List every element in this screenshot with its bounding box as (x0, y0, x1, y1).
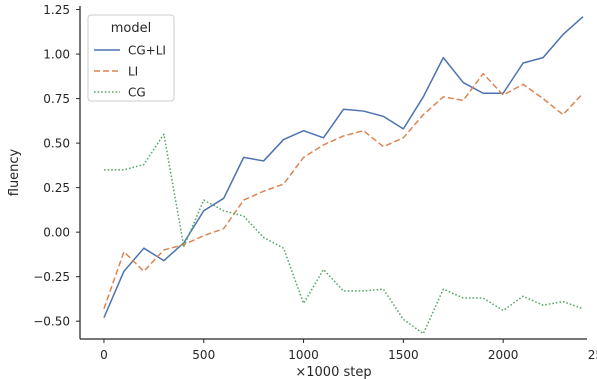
y-axis-label: fluency (7, 148, 22, 196)
series-line-li (103, 72, 584, 309)
series-line-cg-li (103, 16, 584, 318)
x-axis-label: ×1000 step (295, 365, 371, 379)
y-tick-label: 0.00 (43, 226, 70, 240)
series-lines (103, 16, 584, 335)
x-tick-label: 2000 (488, 348, 519, 362)
y-tick-label: 1.00 (43, 48, 70, 62)
legend-label: CG+LI (128, 44, 166, 58)
y-tick-label: −0.25 (33, 270, 70, 284)
legend-label: CG (128, 86, 146, 100)
y-tick-label: 0.50 (43, 137, 70, 151)
x-tick-label: 1500 (388, 348, 419, 362)
x-tick-label: 0 (100, 348, 108, 362)
legend-box (87, 14, 175, 102)
y-tick-label: −0.50 (33, 315, 70, 329)
legend-label: LI (128, 65, 138, 79)
y-tick-label: 1.25 (43, 3, 70, 17)
x-tick-label: 1000 (288, 348, 319, 362)
tick-labels: 0 500 1000 1500 2000 2500 −0.50 −0.25 0.00 0.25 0.… (33, 3, 597, 362)
x-tick-label: 500 (192, 348, 215, 362)
legend-title: model (111, 21, 151, 36)
legend: model CG+LI LI CG (87, 14, 175, 102)
x-tick-label: 2500 (588, 348, 597, 362)
y-tick-label: 0.25 (43, 181, 70, 195)
series-line-cg (103, 133, 584, 335)
axes (76, 6, 587, 343)
y-tick-label: 0.75 (43, 92, 70, 106)
